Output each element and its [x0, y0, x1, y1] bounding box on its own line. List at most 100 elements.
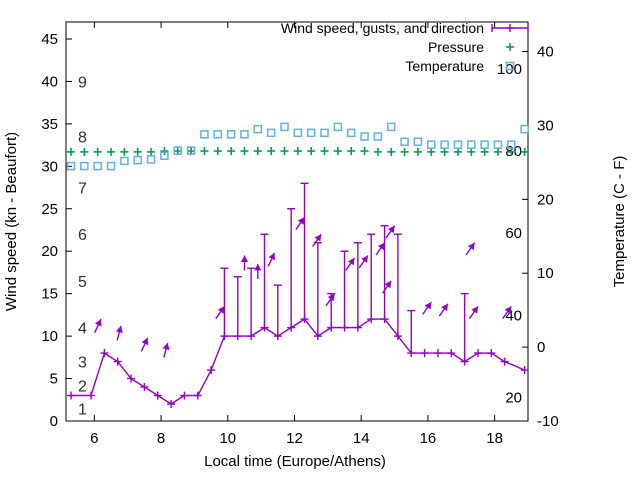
y2-tick-label: 40 — [537, 44, 554, 61]
y2-tick-label: 30 — [537, 117, 554, 134]
pressure-point — [480, 147, 489, 156]
pressure-point — [133, 147, 142, 156]
wind-point — [487, 349, 496, 358]
pressure-point — [413, 147, 422, 156]
pressure-point — [347, 147, 356, 156]
temperature-point — [106, 161, 116, 171]
beaufort-label: 1 — [78, 401, 87, 418]
y-tick-label: 30 — [41, 158, 58, 175]
pressure-point — [333, 147, 342, 156]
pressure-point — [80, 147, 89, 156]
pressure-point — [427, 147, 436, 156]
x-axis-ticks: 6 8 10 12 14 16 18 — [90, 22, 503, 447]
temperature-point — [213, 130, 223, 139]
pressure-point — [240, 147, 249, 156]
wind-point — [100, 349, 109, 358]
x-axis-title: Local time (Europe/Athens) — [204, 453, 386, 470]
wind-point — [113, 357, 122, 366]
wind-direction-arrow — [468, 305, 479, 320]
x-tick-label: 16 — [420, 430, 437, 447]
beaufort-label: 4 — [78, 321, 87, 338]
temperature-point — [427, 140, 436, 149]
wind-direction-arrow — [162, 342, 170, 358]
y2-tick-label: 20 — [537, 191, 554, 208]
y-tick-label: 20 — [41, 243, 58, 260]
temperature-point — [173, 146, 182, 155]
wind-direction-arrow — [345, 257, 356, 271]
pressure-point — [293, 147, 302, 156]
wind-point — [500, 357, 509, 366]
wind-point — [327, 323, 336, 332]
wind-direction-arrow — [358, 255, 369, 269]
beaufort-label: 7 — [78, 181, 87, 198]
pressure-point — [520, 147, 529, 156]
wind-point — [207, 366, 216, 375]
temperature-point — [146, 155, 156, 164]
beaufort-scale-labels: 1 2 3 4 5 6 7 8 9 — [78, 74, 87, 418]
temperature-point — [253, 124, 263, 134]
wind-point — [300, 315, 309, 324]
wind-direction-arrow — [254, 263, 262, 279]
pressure-series — [67, 147, 529, 156]
wind-point — [153, 391, 162, 400]
y-tick-label: 15 — [41, 286, 58, 303]
y2-tick-label: -10 — [537, 413, 559, 430]
pressure-point — [467, 147, 476, 156]
y-tick-label: 5 — [50, 371, 58, 388]
pressure-point — [400, 147, 409, 156]
wind-direction-arrow — [422, 301, 432, 315]
beaufort-label: 3 — [78, 355, 87, 372]
wind-direction-arrow — [140, 337, 149, 352]
wind-direction-arrow — [325, 293, 336, 307]
pressure-point — [307, 147, 316, 156]
wind-point — [247, 332, 256, 341]
wind-point — [447, 349, 456, 358]
temperature-point — [440, 140, 449, 149]
gust-bars — [220, 182, 469, 362]
legend-sample-square — [505, 61, 515, 71]
y2-tick-label: 10 — [537, 265, 554, 282]
beaufort-label: 2 — [78, 378, 87, 395]
temperature-point — [480, 140, 489, 149]
pressure-point — [67, 147, 76, 156]
wind-point — [167, 400, 176, 409]
wind-point — [420, 349, 429, 358]
temperature-series — [66, 122, 529, 171]
wind-direction-arrow — [312, 233, 322, 247]
wind-direction-arrow — [438, 303, 449, 317]
wind-speed-line — [67, 315, 529, 409]
wind-point — [460, 357, 469, 366]
pressure-point — [227, 147, 236, 156]
temperature-point — [386, 122, 396, 132]
temperature-point — [373, 132, 383, 141]
wind-point — [353, 323, 362, 332]
wind-direction-arrow — [94, 318, 102, 333]
x-tick-label: 18 — [486, 430, 503, 447]
pressure-point — [120, 147, 129, 156]
wind-point — [287, 323, 296, 332]
wind-direction-arrow — [502, 305, 512, 320]
wind-point — [520, 366, 529, 375]
temperature-point — [66, 161, 76, 171]
temperature-point — [320, 128, 329, 138]
pressure-point — [373, 147, 382, 156]
y-tick-label: 25 — [41, 201, 58, 218]
temperature-point — [306, 128, 316, 138]
temperature-point — [333, 122, 343, 132]
pressure-point — [453, 147, 462, 156]
temperature-point — [226, 130, 236, 139]
temperature-point — [493, 140, 503, 149]
y-tick-label: 10 — [41, 328, 58, 345]
wind-point — [407, 349, 416, 358]
beaufort-label: 6 — [78, 227, 87, 244]
fahrenheit-label: 20 — [505, 390, 522, 407]
legend-label: Wind speed, gusts, and direction — [281, 20, 484, 36]
temperature-point — [266, 128, 276, 138]
wind-direction-arrow — [375, 242, 386, 256]
pressure-point — [493, 147, 502, 156]
wind-point — [87, 391, 96, 400]
temperature-point — [453, 140, 463, 149]
temperature-point — [160, 151, 169, 160]
wind-direction-arrow — [267, 252, 276, 267]
